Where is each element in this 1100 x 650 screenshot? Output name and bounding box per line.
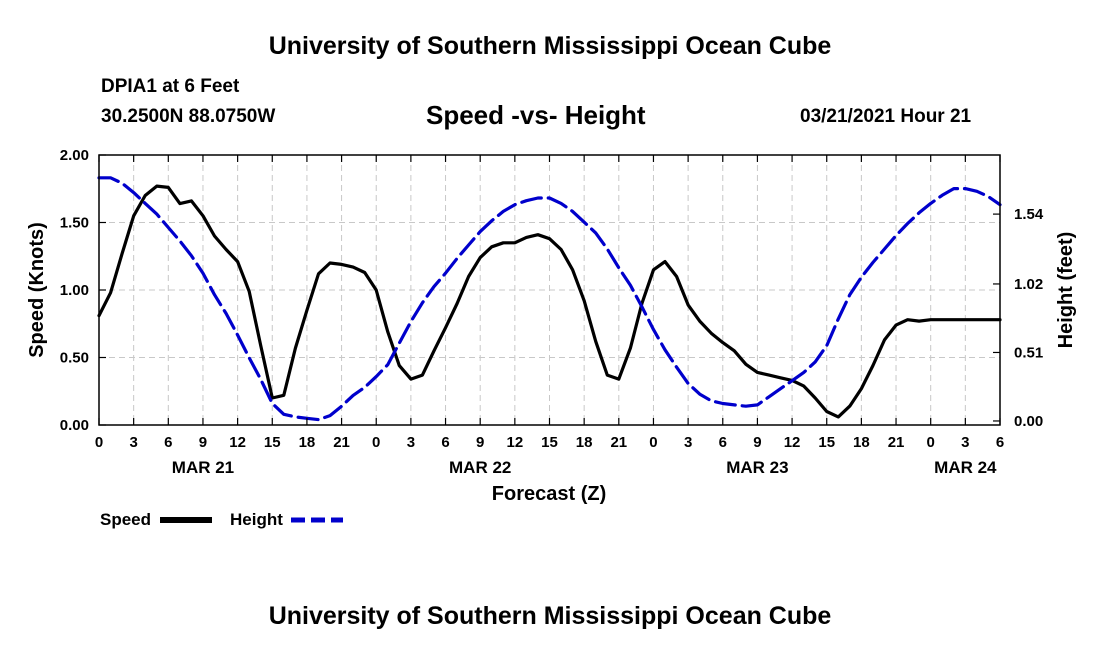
y2-axis-label: Height (feet) [1055,232,1077,349]
x-tick-label: 3 [684,434,692,451]
x-date-label: MAR 23 [726,458,788,477]
x-tick-label: 0 [95,434,103,451]
x-tick-label: 0 [649,434,657,451]
x-tick-label: 18 [299,434,316,451]
axes: 0 3 6 9 12 15 18 21 0 3 6 9 12 15 18 21 0 3 6 9 12 15 18 21 0 3 6M… [60,147,1044,477]
series-line-speed [97,184,1002,419]
x-tick-label: 21 [610,434,627,451]
x-tick-label: 6 [719,434,727,451]
x-tick-label: 12 [784,434,801,451]
series-lines [97,176,1002,422]
y2-tick-label: 0.00 [1014,413,1043,430]
legend-height-label: Height [230,510,283,529]
x-date-label: MAR 24 [934,458,997,477]
chart-title: Speed -vs- Height [426,100,646,130]
x-tick-label: 6 [164,434,172,451]
top-title: University of Southern Mississippi Ocean… [268,32,832,60]
x-tick-label: 9 [199,434,207,451]
y2-tick-label: 0.51 [1014,344,1043,361]
y2-tick-label: 1.02 [1014,276,1043,293]
x-tick-label: 15 [818,434,835,451]
x-tick-label: 0 [927,434,935,451]
coordinates-label: 30.2500N 88.0750W [101,106,276,127]
station-label: DPIA1 at 6 Feet [101,76,240,97]
x-tick-label: 18 [853,434,870,451]
y-tick-label: 1.50 [60,215,89,232]
x-tick-label: 21 [888,434,905,451]
bottom-title: University of Southern Mississippi Ocean… [268,602,832,630]
grid-lines [99,155,1000,425]
y-tick-label: 1.00 [60,282,89,299]
series-line-height [97,176,1002,422]
y-tick-label: 2.00 [60,147,89,164]
x-axis-label: Forecast (Z) [492,483,606,505]
x-tick-label: 6 [441,434,449,451]
datetime-label: 03/21/2021 Hour 21 [800,106,972,127]
x-tick-label: 12 [507,434,524,451]
y-axis-label: Speed (Knots) [26,222,48,358]
y-tick-label: 0.50 [60,350,89,367]
x-tick-label: 15 [264,434,281,451]
x-tick-label: 0 [372,434,380,451]
x-date-label: MAR 21 [172,458,234,477]
legend-speed-label: Speed [100,510,151,529]
x-tick-label: 9 [753,434,761,451]
x-tick-label: 3 [407,434,415,451]
x-date-label: MAR 22 [449,458,511,477]
x-tick-label: 3 [961,434,969,451]
x-tick-label: 18 [576,434,593,451]
x-tick-label: 21 [333,434,350,451]
x-tick-label: 15 [541,434,558,451]
x-tick-label: 9 [476,434,484,451]
x-tick-label: 3 [129,434,137,451]
x-tick-label: 6 [996,434,1004,451]
y2-tick-label: 1.54 [1014,206,1044,223]
x-tick-label: 12 [229,434,246,451]
y-tick-label: 0.00 [60,417,89,434]
